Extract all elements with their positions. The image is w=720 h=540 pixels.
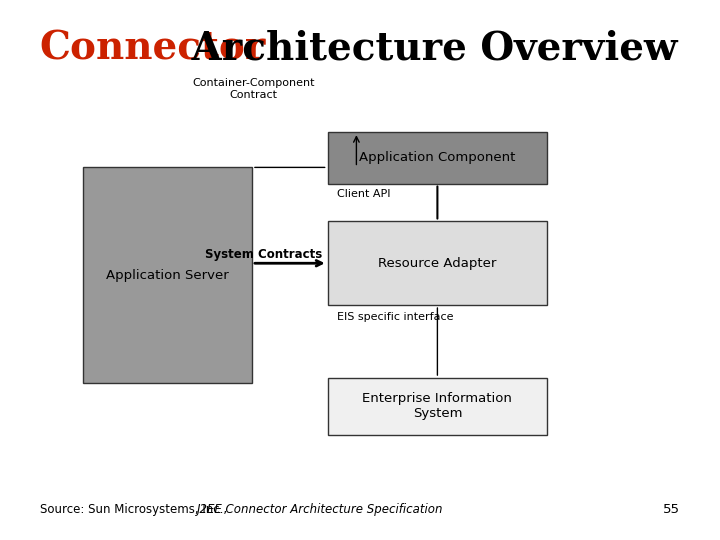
Text: Source: Sun Microsystems, Inc.,: Source: Sun Microsystems, Inc., bbox=[40, 503, 230, 516]
Bar bbox=[328, 378, 547, 435]
Bar bbox=[328, 221, 547, 305]
Text: System Contracts: System Contracts bbox=[205, 248, 323, 261]
Text: Application Server: Application Server bbox=[106, 269, 229, 282]
Bar bbox=[328, 132, 547, 184]
Bar bbox=[83, 167, 252, 383]
Text: Resource Adapter: Resource Adapter bbox=[378, 256, 497, 270]
Text: Enterprise Information
System: Enterprise Information System bbox=[362, 393, 513, 420]
Text: 55: 55 bbox=[663, 503, 680, 516]
Text: Container-Component
Contract: Container-Component Contract bbox=[192, 78, 315, 100]
Text: Application Component: Application Component bbox=[359, 151, 516, 165]
Text: Client API: Client API bbox=[337, 188, 390, 199]
Text: J2EE Connector Architecture Specification: J2EE Connector Architecture Specificatio… bbox=[197, 503, 443, 516]
Text: Connector: Connector bbox=[40, 30, 266, 68]
Text: Architecture Overview: Architecture Overview bbox=[178, 30, 678, 68]
Text: EIS specific interface: EIS specific interface bbox=[337, 312, 454, 322]
